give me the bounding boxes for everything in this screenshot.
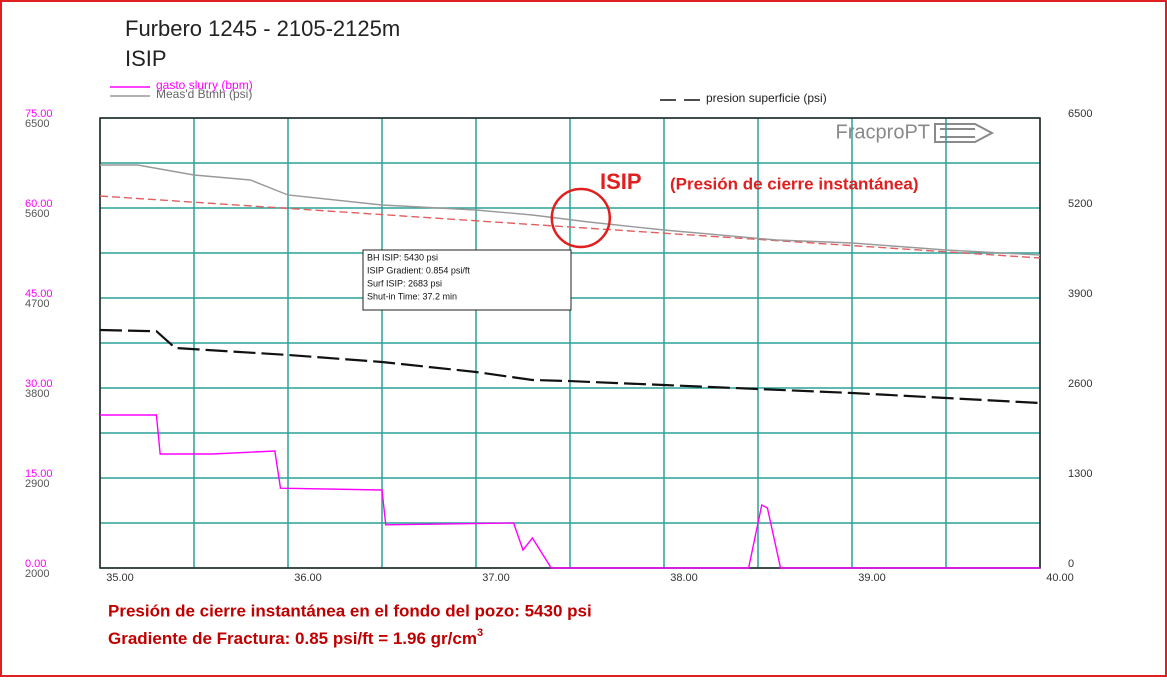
y-tick-label: 0.00 (25, 558, 46, 570)
info-line: ISIP Gradient: 0.854 psi/ft (367, 265, 470, 275)
x-tick-label: 35.00 (106, 572, 134, 584)
y-tick-label: 45.00 (25, 288, 53, 300)
y-tick-label: 15.00 (25, 468, 53, 480)
info-line: BH ISIP: 5430 psi (367, 252, 438, 262)
y2-tick-label: 2000 (25, 568, 49, 580)
y-tick-label: 60.00 (25, 198, 53, 210)
legend-label: Meas'd Btmh (psi) (156, 87, 252, 101)
annotation-title: ISIP (600, 169, 642, 194)
y2-tick-label: 6500 (25, 118, 49, 130)
info-line: Surf ISIP: 2683 psi (367, 278, 442, 288)
footer-superscript: 3 (477, 627, 483, 639)
y-tick-label: 30.00 (25, 378, 53, 390)
chart-title: Furbero 1245 - 2105-2125m (125, 16, 400, 41)
y2-tick-label: 2900 (25, 478, 49, 490)
x-tick-label: 37.00 (482, 572, 510, 584)
logo: FracproPT (836, 121, 930, 143)
x-tick-label: 36.00 (294, 572, 322, 584)
annotation-subtitle: (Presión de cierre instantánea) (670, 174, 918, 193)
y2-tick-label: 3800 (25, 388, 49, 400)
x-tick-label: 39.00 (858, 572, 886, 584)
series-line (100, 414, 1040, 569)
y2-tick-label: 4700 (25, 298, 49, 310)
info-line: Shut-in Time: 37.2 min (367, 291, 457, 301)
x-tick-label: 38.00 (670, 572, 698, 584)
series-line (100, 164, 1041, 256)
y3-tick-label: 6500 (1068, 108, 1092, 120)
y2-tick-label: 5600 (25, 208, 49, 220)
legend-label: gasto slurry (bpm) (156, 78, 253, 92)
y3-tick-label: 3900 (1068, 288, 1092, 300)
annotation-circle (550, 187, 612, 249)
info-box (362, 249, 572, 311)
y3-tick-label: 1300 (1068, 468, 1092, 480)
footer-line: Gradiente de Fractura: 0.85 psi/ft = 1.9… (108, 627, 483, 649)
legend-label: presion superficie (psi) (706, 91, 827, 105)
y3-tick-label: 0 (1068, 558, 1074, 570)
y-tick-label: 75.00 (25, 108, 53, 120)
y3-tick-label: 5200 (1068, 198, 1092, 210)
series-line (99, 328, 1041, 405)
footer-text: Gradiente de Fractura: 0.85 psi/ft = 1.9… (108, 629, 477, 648)
y3-tick-label: 2600 (1068, 378, 1092, 390)
footer-line: Presión de cierre instantánea en el fond… (108, 601, 592, 620)
x-tick-label: 40.00 (1046, 572, 1074, 584)
fit-line (99, 195, 1041, 259)
chart-subtitle: ISIP (125, 46, 167, 71)
